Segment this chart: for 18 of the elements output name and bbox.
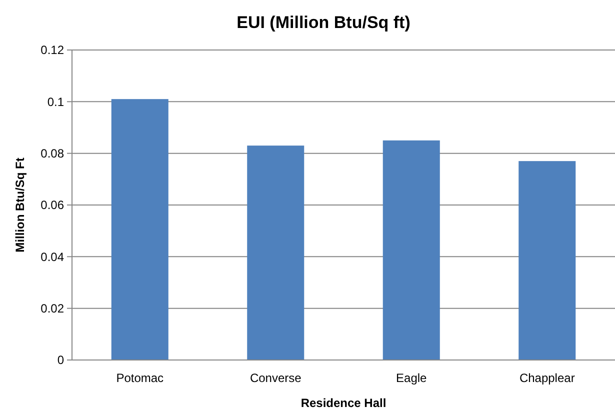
x-tick-label: Eagle — [396, 371, 428, 385]
y-tick-label: 0.08 — [40, 146, 64, 161]
y-tick-label: 0 — [57, 353, 64, 368]
y-axis-title: Million Btu/Sq Ft — [13, 158, 27, 252]
bar — [247, 146, 304, 360]
y-tick-label: 0.02 — [40, 302, 64, 316]
bar — [111, 99, 168, 360]
x-tick-label: Potomac — [116, 371, 164, 385]
bar — [518, 161, 576, 360]
x-tick-label: Chapplear — [519, 371, 575, 385]
bar — [382, 140, 440, 360]
y-tick-label: 0.04 — [40, 250, 64, 264]
y-tick-label: 0.1 — [47, 94, 64, 109]
y-tick-label: 0.06 — [40, 198, 64, 212]
x-axis-title: Residence Hall — [300, 396, 386, 410]
chart-title: EUI (Million Btu/Sq ft) — [236, 13, 410, 32]
x-tick-label: Converse — [250, 371, 302, 385]
y-tick-label: 0.12 — [40, 43, 64, 58]
